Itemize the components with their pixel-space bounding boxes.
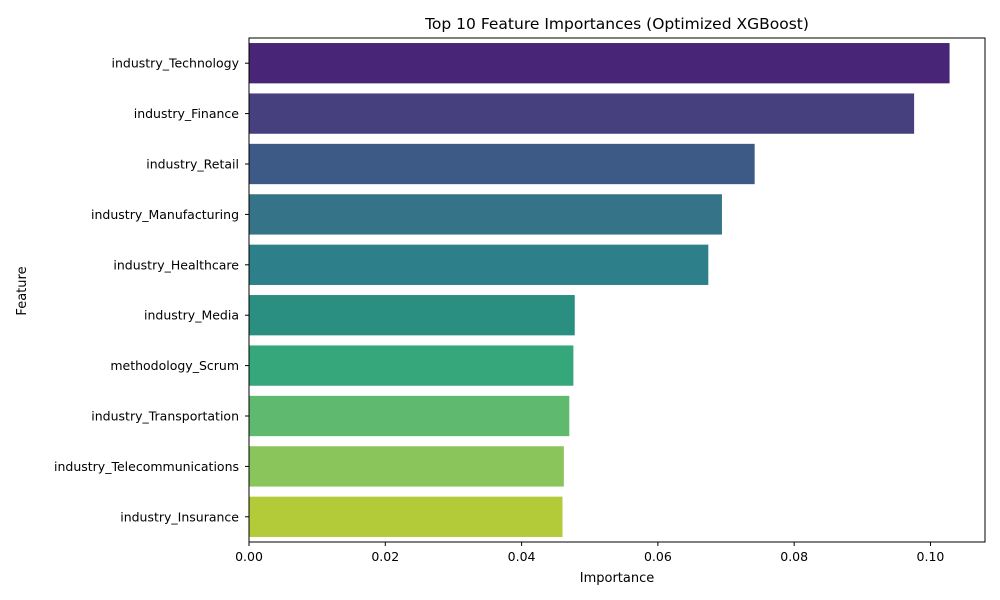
y-tick-label: industry_Healthcare bbox=[113, 257, 239, 272]
y-tick-label: industry_Media bbox=[144, 308, 239, 323]
x-tick-label: 0.08 bbox=[780, 549, 808, 564]
x-tick-label: 0.00 bbox=[235, 549, 263, 564]
x-axis-title: Importance bbox=[580, 571, 655, 586]
y-tick-label: industry_Technology bbox=[112, 56, 240, 71]
bar-industry_Technology bbox=[249, 43, 950, 84]
bar-industry_Transportation bbox=[249, 395, 570, 437]
x-tick-label: 0.06 bbox=[644, 549, 672, 564]
y-tick-label: industry_Retail bbox=[146, 157, 239, 172]
y-axis-ticks: industry_Technology industry_Financeindus… bbox=[54, 56, 249, 524]
y-tick-label: industry_Manufacturing bbox=[91, 207, 239, 222]
bars-group bbox=[249, 43, 950, 537]
bar-industry_Insurance bbox=[249, 496, 563, 537]
plot-frame bbox=[248, 37, 986, 543]
y-axis-title: Feature bbox=[15, 266, 30, 315]
y-tick-label: industry_Insurance bbox=[120, 509, 239, 524]
y-tick-label: industry_Transportation bbox=[91, 409, 239, 424]
x-tick-label: 0.02 bbox=[371, 549, 399, 564]
bar-industry_Media bbox=[249, 295, 575, 336]
y-tick-label: methodology_Scrum bbox=[110, 358, 239, 373]
bar-industry_Retail bbox=[249, 143, 755, 185]
bar-industry_Telecommunications bbox=[249, 446, 564, 487]
bar-industry_Manufacturing bbox=[249, 194, 722, 235]
chart-title: Top 10 Feature Importances (Optimized XG… bbox=[424, 15, 809, 33]
x-tick-label: 0.10 bbox=[917, 549, 945, 564]
x-axis-ticks: 0.00 0.02 0.04 0.06 0.08 0.10 bbox=[235, 542, 944, 564]
bar-methodology_Scrum bbox=[249, 345, 574, 386]
x-tick-label: 0.04 bbox=[508, 549, 536, 564]
y-tick-label: industry_Finance bbox=[134, 106, 240, 121]
bar-industry_Finance bbox=[249, 93, 915, 134]
bar-industry_Healthcare bbox=[249, 244, 709, 285]
y-tick-label: industry_Telecommunications bbox=[54, 459, 239, 474]
